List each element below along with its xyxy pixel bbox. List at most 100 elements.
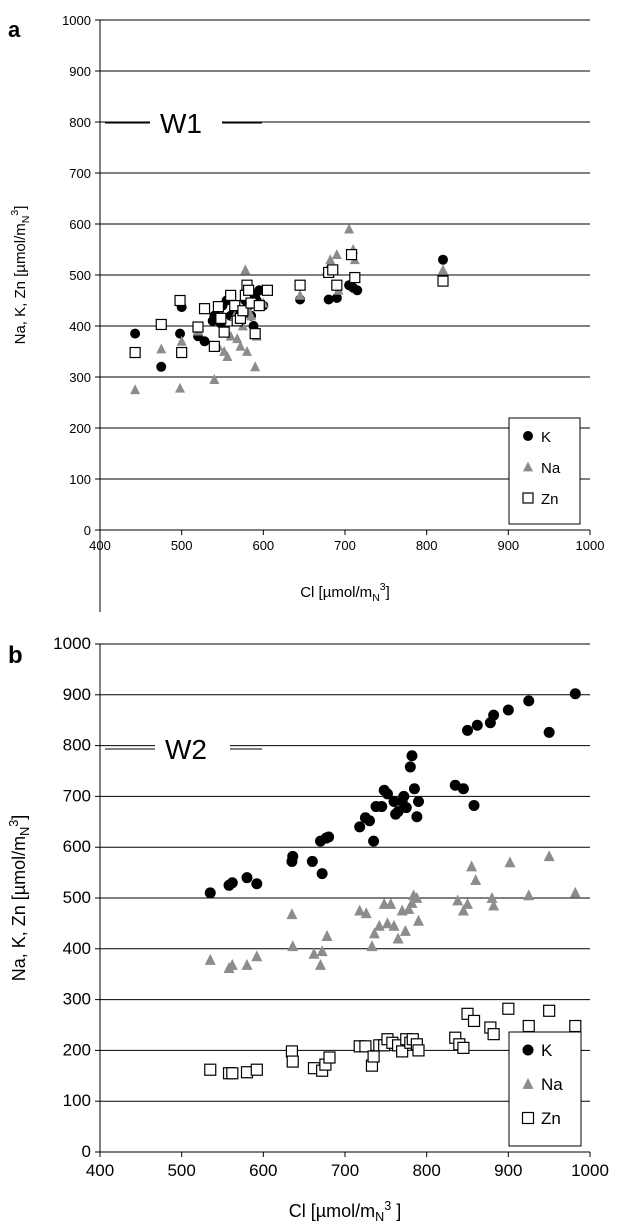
data-point-k [376, 801, 388, 813]
y-tick-label-200: 200 [63, 1040, 91, 1059]
data-point-zn [218, 326, 230, 338]
panel-label: a [8, 17, 21, 42]
legend-marker-zn [522, 492, 534, 504]
data-point-k [462, 724, 473, 736]
data-point-k [204, 887, 216, 899]
data-point-na [354, 904, 366, 916]
y-axis-title-end: ] [9, 815, 29, 820]
data-point-na [225, 330, 236, 341]
legend: K Na Zn [508, 417, 581, 525]
data-point-k [404, 761, 416, 773]
data-point-k [411, 811, 423, 823]
data-point-k [502, 704, 514, 716]
legend-label-k: K [541, 1041, 553, 1060]
legend-label-k: K [541, 429, 551, 446]
data-point-zn [461, 1007, 474, 1020]
y-tick-label-800: 800 [63, 736, 91, 755]
legend-marker-k [522, 1044, 534, 1056]
series-zn [129, 249, 449, 359]
y-tick-label-300: 300 [63, 990, 91, 1009]
data-point-zn [412, 1044, 425, 1057]
x-tick-label-700: 700 [331, 1161, 359, 1180]
data-point-zn [155, 318, 167, 331]
data-point-zn [396, 1045, 409, 1058]
data-point-na [251, 950, 263, 962]
data-point-zn [253, 300, 265, 312]
y-tick-label-0: 0 [82, 1142, 91, 1161]
series-zn [204, 1002, 582, 1080]
data-point-na [388, 919, 400, 931]
data-point-zn [487, 1028, 500, 1041]
x-tick-label-400: 400 [86, 1161, 114, 1180]
data-point-na [250, 361, 261, 372]
y-tick-label-200: 200 [69, 421, 91, 436]
data-point-zn [349, 271, 361, 284]
data-point-k [468, 800, 480, 812]
data-point-na [470, 874, 482, 886]
data-point-na [240, 264, 251, 275]
data-point-zn [286, 1055, 299, 1068]
data-point-na [360, 907, 372, 919]
y-tick-label-700: 700 [69, 166, 91, 181]
y-axis-title: Na, K, Zn [µmol/mN3] [7, 815, 32, 982]
data-point-na [523, 889, 535, 901]
data-point-na [331, 249, 342, 259]
data-point-na [176, 335, 187, 346]
data-point-na [287, 940, 299, 952]
y-axis-title-main: Na, K, Zn [µmol/m [9, 836, 29, 981]
data-point-k [251, 878, 263, 890]
data-point-na [241, 959, 253, 970]
data-point-zn [327, 264, 339, 276]
y-axis-title-sup: 3 [7, 820, 21, 827]
chart-panel-a: 0 100 200 300 400 500 600 700 800 900 1000 400 500 60… [8, 13, 604, 612]
data-point-na [209, 374, 220, 384]
x-tick-label-500: 500 [171, 538, 193, 553]
data-point-na [222, 351, 233, 361]
data-point-k [287, 850, 299, 862]
data-point-k [388, 795, 400, 807]
data-point-na [237, 320, 248, 331]
data-point-k [175, 328, 186, 339]
data-point-na [438, 264, 448, 275]
data-point-na [232, 333, 243, 344]
y-tick-label-500: 500 [63, 888, 91, 907]
y-tick-label-800: 800 [69, 115, 91, 130]
data-point-na [295, 289, 306, 300]
data-point-zn [249, 328, 261, 340]
data-point-zn [323, 1051, 336, 1064]
data-point-zn [543, 1004, 556, 1017]
y-tick-label-0: 0 [84, 523, 91, 538]
x-axis-title: Cl [µmol/mN3 ] [289, 1199, 402, 1224]
x-axis-title-sub: N [375, 1210, 384, 1224]
data-point-na [486, 891, 498, 903]
y-tick-label-600: 600 [69, 217, 91, 232]
data-point-na [366, 940, 378, 952]
data-point-zn [198, 303, 211, 315]
data-point-zn [243, 284, 255, 296]
data-point-na [156, 343, 167, 354]
data-point-na [226, 959, 238, 970]
data-point-na [308, 947, 320, 959]
data-point-na [235, 340, 246, 351]
y-tick-label-500: 500 [69, 268, 91, 283]
data-point-k [368, 835, 380, 847]
data-point-na [488, 899, 500, 911]
data-point-zn [294, 279, 306, 291]
x-axis-title-end: ] [391, 1201, 401, 1221]
data-point-k [413, 795, 424, 807]
data-point-k [406, 750, 418, 762]
data-point-zn [367, 1050, 380, 1063]
x-tick-label-1000: 1000 [571, 1161, 609, 1180]
data-point-k [381, 788, 393, 800]
x-axis-title-main: Cl [µmol/m [289, 1201, 375, 1221]
data-point-k [199, 336, 210, 347]
data-point-k [408, 783, 420, 795]
data-point-zn [345, 249, 358, 261]
data-point-k [331, 292, 342, 303]
data-point-k [438, 254, 448, 265]
data-point-zn [176, 346, 188, 359]
data-point-zn [174, 294, 186, 307]
data-point-na [373, 919, 385, 931]
data-point-na [242, 346, 252, 356]
y-axis-title-sup: 3 [9, 210, 21, 216]
